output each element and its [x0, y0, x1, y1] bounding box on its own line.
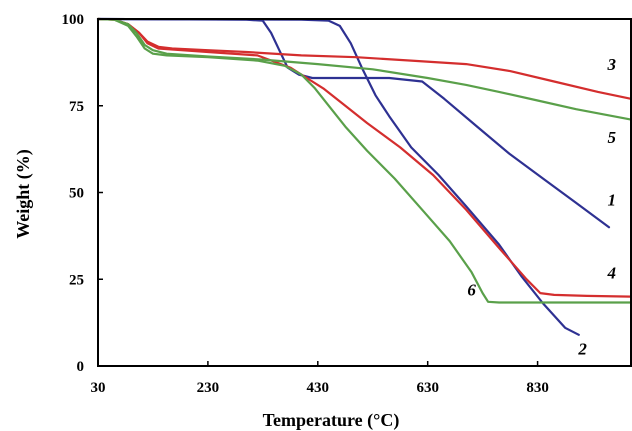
series-line-3 — [96, 17, 632, 100]
x-tick-label: 430 — [307, 380, 330, 396]
series-line-6 — [96, 17, 632, 304]
series-line-2 — [96, 17, 580, 336]
y-tick-label: 50 — [69, 186, 84, 202]
y-tick-label: 75 — [69, 99, 84, 115]
series-label-6: 6 — [467, 281, 476, 300]
series-label-2: 2 — [577, 340, 587, 359]
series-line-5 — [96, 17, 632, 121]
x-tick-label: 630 — [416, 380, 439, 396]
y-tick-label: 0 — [77, 359, 85, 375]
series-line-1 — [96, 17, 611, 229]
plot-area: 1 2 3 4 5 6 — [96, 17, 632, 359]
x-axis-title: Temperature (°C) — [263, 410, 400, 431]
x-tick-label: 830 — [526, 380, 549, 396]
x-tick-label: 230 — [197, 380, 220, 396]
series-label-3: 3 — [607, 55, 617, 74]
series-label-1: 1 — [608, 190, 617, 209]
x-tick-label: 30 — [91, 380, 106, 396]
y-tick-label: 25 — [69, 272, 84, 288]
series-line-4 — [96, 17, 632, 298]
series-label-5: 5 — [608, 128, 617, 147]
axis-ticks: 30 230 430 630 830 0 25 50 75 100 — [62, 12, 549, 396]
y-tick-label: 100 — [62, 12, 85, 28]
y-axis-title: Weight (%) — [13, 149, 34, 239]
series-label-4: 4 — [607, 263, 617, 282]
